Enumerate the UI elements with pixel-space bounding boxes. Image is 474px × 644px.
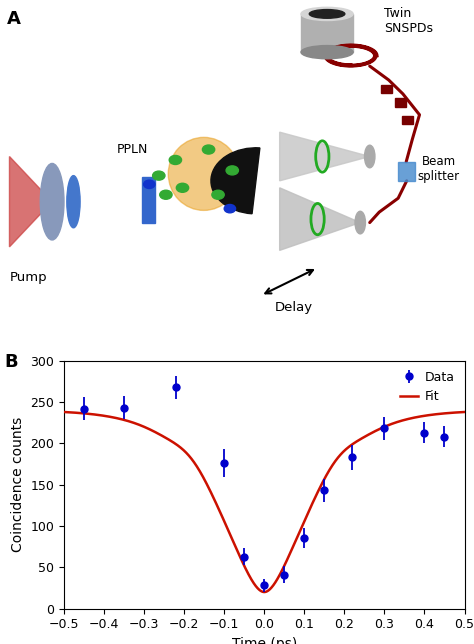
Bar — [381, 84, 392, 93]
Text: Beam
splitter: Beam splitter — [418, 155, 459, 183]
Ellipse shape — [365, 145, 375, 168]
Ellipse shape — [310, 10, 345, 18]
Ellipse shape — [301, 7, 353, 21]
Bar — [395, 99, 406, 107]
Fit — [82, 410, 87, 417]
Fit — [261, 588, 267, 596]
Circle shape — [160, 190, 172, 199]
Circle shape — [176, 184, 189, 193]
Text: A: A — [7, 10, 21, 28]
Polygon shape — [280, 188, 360, 251]
Fit — [462, 408, 467, 416]
Text: Pump: Pump — [9, 271, 47, 284]
Text: PPLN: PPLN — [117, 144, 148, 156]
Circle shape — [169, 155, 182, 164]
Circle shape — [144, 180, 155, 189]
Text: B: B — [5, 353, 18, 371]
Ellipse shape — [67, 176, 80, 228]
Fit — [61, 408, 67, 416]
Fit — [245, 570, 251, 578]
Text: Twin
SNSPDs: Twin SNSPDs — [384, 7, 433, 35]
Wedge shape — [211, 148, 260, 214]
Fit — [450, 409, 456, 417]
Legend: Data, Fit: Data, Fit — [396, 367, 458, 406]
Line: Fit: Fit — [64, 412, 465, 592]
Circle shape — [202, 145, 215, 154]
Circle shape — [212, 190, 224, 199]
Bar — [402, 116, 413, 124]
Text: Delay: Delay — [275, 301, 313, 314]
Ellipse shape — [168, 137, 239, 211]
Bar — [142, 177, 155, 223]
Bar — [398, 162, 415, 181]
Polygon shape — [280, 132, 370, 181]
Ellipse shape — [301, 46, 353, 59]
Bar — [301, 14, 353, 52]
Fit — [377, 425, 383, 433]
Circle shape — [226, 166, 238, 175]
Y-axis label: Coincidence counts: Coincidence counts — [11, 417, 25, 553]
Circle shape — [153, 171, 165, 180]
Circle shape — [224, 205, 236, 213]
Fit — [256, 585, 262, 593]
Fit — [450, 409, 456, 417]
Ellipse shape — [40, 164, 64, 240]
X-axis label: Time (ps): Time (ps) — [232, 637, 297, 644]
Polygon shape — [9, 156, 52, 247]
Ellipse shape — [355, 211, 365, 234]
